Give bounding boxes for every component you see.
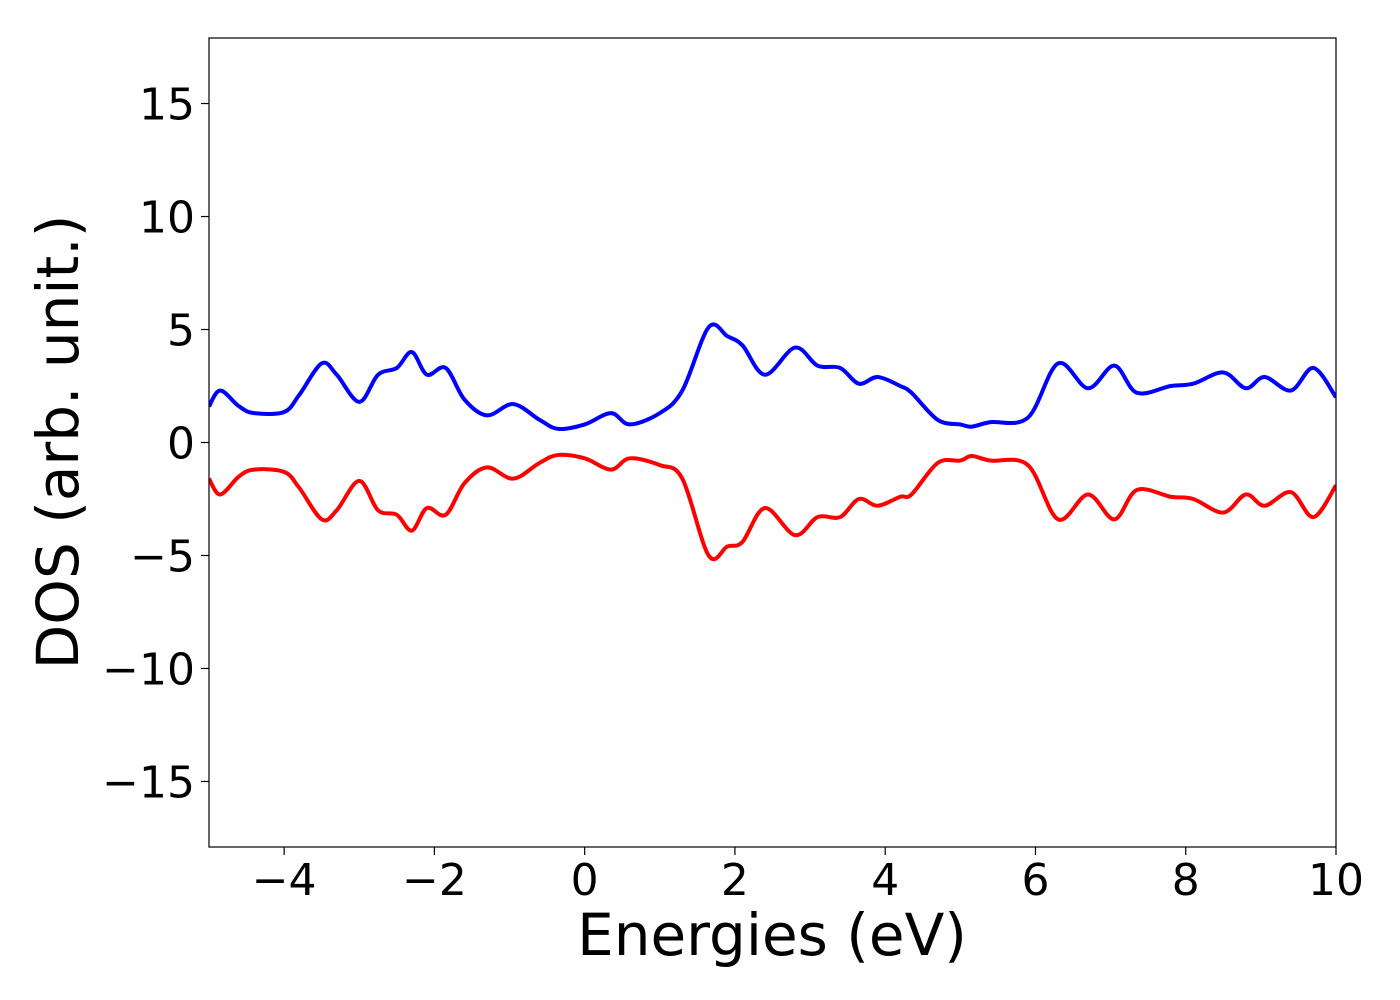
y-axis-label: DOS (arb. unit.) [24,215,92,670]
x-axis-label: Energies (eV) [577,901,967,969]
dos-line [209,452,1336,562]
x-tick-label: −4 [252,855,317,906]
y-tick-label: 15 [139,80,195,131]
x-tick-label: 4 [871,855,899,906]
y-tick-label: −15 [102,757,195,808]
y-tick-label: −10 [102,644,195,695]
y-tick-label: 10 [139,193,195,244]
x-tick-label: 6 [1021,855,1049,906]
plot-frame [208,37,1337,848]
y-tick-label: 5 [167,306,195,357]
y-tick-label: −5 [130,531,195,582]
x-tick-label: 10 [1308,855,1364,906]
y-tick-label: 0 [167,419,195,470]
dos-line [209,322,1336,432]
x-tick-label: −2 [402,855,467,906]
x-tick-label: 8 [1172,855,1200,906]
x-tick-label: 2 [721,855,749,906]
x-tick-label: 0 [571,855,599,906]
